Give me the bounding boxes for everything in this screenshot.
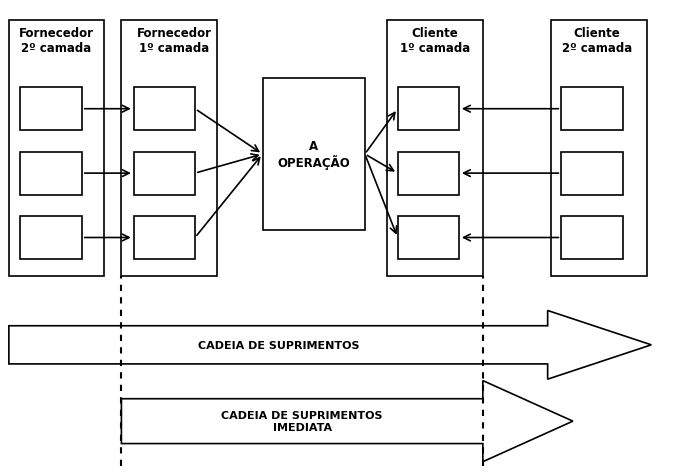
Text: CADEIA DE SUPRIMENTOS: CADEIA DE SUPRIMENTOS (198, 340, 359, 350)
Polygon shape (121, 381, 573, 462)
Bar (398, 152, 459, 195)
Bar (134, 152, 195, 195)
Text: CADEIA DE SUPRIMENTOS
IMEDIATA: CADEIA DE SUPRIMENTOS IMEDIATA (222, 410, 383, 432)
Bar (561, 88, 623, 131)
Bar (134, 88, 195, 131)
Text: Cliente
1º camada: Cliente 1º camada (400, 27, 471, 54)
Bar (121, 21, 217, 276)
Bar (561, 152, 623, 195)
Bar (20, 88, 82, 131)
Bar (398, 217, 459, 259)
Text: Fornecedor
1º camada: Fornecedor 1º camada (136, 27, 211, 54)
Bar (20, 152, 82, 195)
Bar (20, 217, 82, 259)
Text: Fornecedor
2º camada: Fornecedor 2º camada (18, 27, 93, 54)
Bar (134, 217, 195, 259)
Bar (561, 217, 623, 259)
Bar (263, 79, 365, 231)
Bar (398, 88, 459, 131)
Polygon shape (9, 311, 651, 379)
Text: A
OPERAÇÃO: A OPERAÇÃO (278, 139, 350, 170)
Bar (387, 21, 483, 276)
Text: Cliente
2º camada: Cliente 2º camada (561, 27, 632, 54)
Bar (9, 21, 104, 276)
Bar (551, 21, 647, 276)
